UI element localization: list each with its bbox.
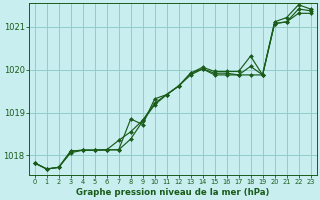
X-axis label: Graphe pression niveau de la mer (hPa): Graphe pression niveau de la mer (hPa) (76, 188, 269, 197)
